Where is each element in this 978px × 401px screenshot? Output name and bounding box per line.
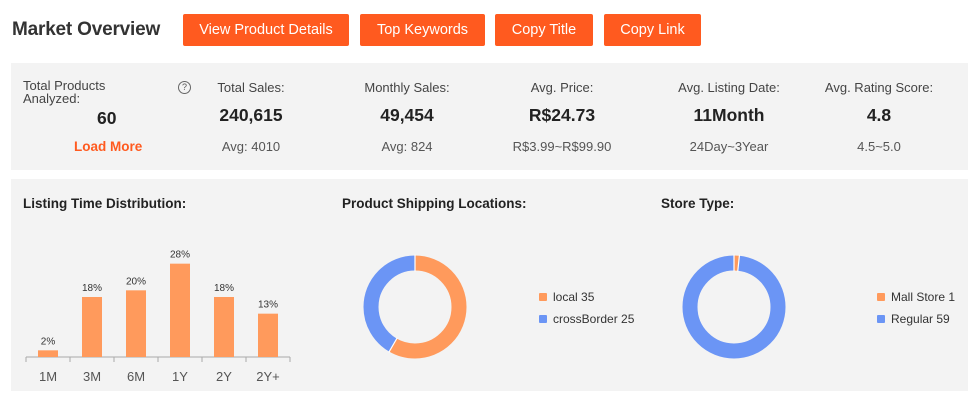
- bar-data-label: 28%: [170, 250, 190, 261]
- stat-sub: Avg: 4010: [221, 139, 281, 154]
- legend-label: Regular 59: [891, 312, 950, 326]
- legend-item[interactable]: Regular 59: [877, 312, 950, 326]
- legend-item[interactable]: local 35: [539, 290, 594, 304]
- legend-item[interactable]: Mall Store 1: [877, 290, 955, 304]
- stats-panel: Total Products Analyzed: ? 60 Load More …: [11, 63, 968, 170]
- stat-monthly-sales: Monthly Sales: 49,454 Avg: 824: [347, 63, 467, 170]
- x-tick-label: 2Y+: [256, 369, 280, 384]
- legend-label: crossBorder 25: [553, 312, 635, 326]
- listing-time-title: Listing Time Distribution:: [23, 196, 187, 211]
- bar[interactable]: [258, 313, 278, 357]
- stat-label: Avg. Listing Date:: [678, 80, 780, 95]
- copy-title-button[interactable]: Copy Title: [495, 14, 593, 46]
- listing-time-bar-chart: 2% 1M 18% 3M 20% 6M 28% 1Y 18% 2Y 13% 2Y+: [25, 250, 291, 384]
- stat-value: 11Month: [693, 105, 765, 125]
- stat-label: Total Sales:: [217, 80, 285, 95]
- bar[interactable]: [126, 290, 146, 357]
- donut-slice[interactable]: [682, 255, 786, 359]
- store-type-title: Store Type:: [661, 196, 735, 211]
- legend-swatch: [539, 315, 547, 323]
- stat-total-sales: Total Sales: 240,615 Avg: 4010: [191, 63, 311, 170]
- bar[interactable]: [170, 263, 190, 357]
- x-tick-label: 6M: [127, 369, 145, 384]
- legend-swatch: [539, 293, 547, 301]
- stat-sub: Avg: 824: [381, 139, 433, 154]
- bar-data-label: 2%: [41, 336, 56, 347]
- x-tick-label: 1Y: [172, 369, 188, 384]
- help-icon[interactable]: ?: [178, 81, 191, 94]
- legend-label: Mall Store 1: [891, 290, 956, 304]
- bar-data-label: 18%: [214, 283, 234, 294]
- bar-data-label: 18%: [82, 283, 102, 294]
- bar[interactable]: [38, 350, 58, 357]
- shipping-locations-title: Product Shipping Locations:: [342, 196, 527, 211]
- stat-value: 240,615: [219, 105, 283, 125]
- x-tick-label: 3M: [83, 369, 101, 384]
- stat-label: Total Products Analyzed:: [23, 78, 106, 106]
- header: Market Overview View Product Details Top…: [0, 0, 978, 62]
- bar-data-label: 20%: [126, 276, 146, 287]
- view-product-details-button[interactable]: View Product Details: [183, 14, 349, 46]
- bar[interactable]: [82, 297, 102, 357]
- stat-label: Monthly Sales:: [364, 80, 450, 95]
- legend-swatch: [877, 315, 885, 323]
- legend-label: local 35: [553, 290, 595, 304]
- stat-sub: 24Day~3Year: [689, 139, 769, 154]
- top-keywords-button[interactable]: Top Keywords: [360, 14, 485, 46]
- stat-avg-listing-date: Avg. Listing Date: 11Month 24Day~3Year: [659, 63, 799, 170]
- bar-data-label: 13%: [258, 300, 278, 311]
- stat-sub: 4.5~5.0: [857, 139, 901, 154]
- stat-total-products: Total Products Analyzed: ? 60 Load More: [23, 63, 191, 170]
- stat-avg-rating: Avg. Rating Score: 4.8 4.5~5.0: [814, 63, 944, 170]
- distribution-panel: Listing Time Distribution: Product Shipp…: [11, 179, 968, 391]
- slice-separator: [388, 337, 398, 353]
- store-type-donut-chart: [682, 254, 786, 359]
- legend-swatch: [877, 293, 885, 301]
- slice-separator: [737, 254, 741, 272]
- stat-value: 49,454: [380, 105, 434, 125]
- copy-link-button[interactable]: Copy Link: [604, 14, 701, 46]
- load-more-link[interactable]: Load More: [74, 139, 143, 154]
- x-tick-label: 1M: [39, 369, 57, 384]
- stat-value: 4.8: [866, 105, 892, 125]
- stat-sub: R$3.99~R$99.90: [512, 139, 612, 154]
- shipping-locations-donut-chart: [363, 254, 467, 359]
- legend-item[interactable]: crossBorder 25: [539, 312, 634, 326]
- stat-label: Avg. Price:: [530, 80, 594, 95]
- stat-label: Avg. Rating Score:: [824, 80, 934, 95]
- page-title: Market Overview: [12, 19, 161, 40]
- stat-value: 60: [97, 108, 117, 128]
- bar[interactable]: [214, 297, 234, 357]
- x-tick-label: 2Y: [216, 369, 232, 384]
- stat-value: R$24.73: [528, 105, 596, 125]
- stat-avg-price: Avg. Price: R$24.73 R$3.99~R$99.90: [492, 63, 632, 170]
